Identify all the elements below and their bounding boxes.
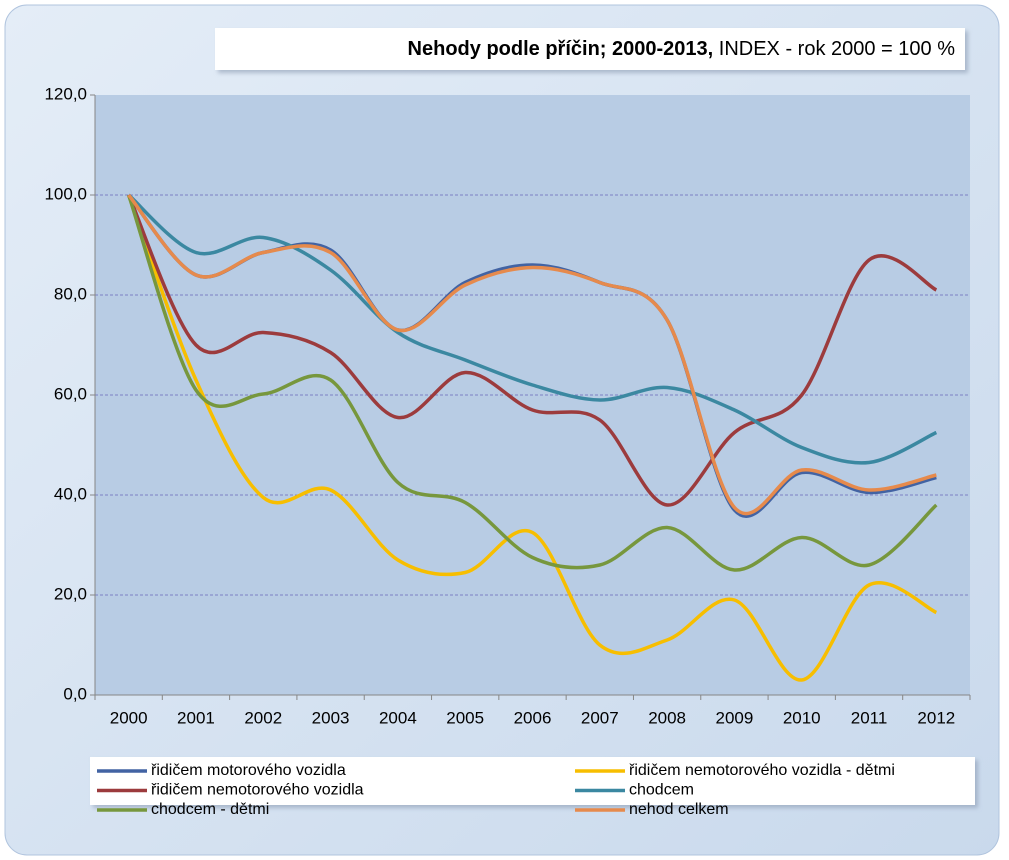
x-tick-label: 2001 <box>177 708 215 727</box>
x-tick-label: 2005 <box>446 708 484 727</box>
series-line <box>127 194 938 507</box>
series-line <box>127 194 938 682</box>
x-tick-label: 2009 <box>716 708 754 727</box>
x-tick-label: 2000 <box>110 708 148 727</box>
title-bold: Nehody podle příčin; 2000-2013, <box>408 38 714 60</box>
legend-label: chodcem <box>629 782 694 799</box>
x-tick-label: 2007 <box>581 708 619 727</box>
title: Nehody podle příčin; 2000-2013, INDEX - … <box>408 38 956 60</box>
y-tick-label: 40,0 <box>54 484 87 503</box>
subtitle: INDEX - rok 2000 = 100 % <box>719 38 955 60</box>
series-line <box>127 193 937 516</box>
series-line <box>126 194 938 572</box>
x-tick-label: 2012 <box>917 708 955 727</box>
y-tick-label: 100,0 <box>44 184 87 203</box>
legend-label: řidičem nemotorového vozidla - dětmi <box>629 762 895 779</box>
y-tick-label: 80,0 <box>54 284 87 303</box>
y-tick-label: 20,0 <box>54 584 87 603</box>
title-box <box>215 28 965 70</box>
x-tick-label: 2004 <box>379 708 417 727</box>
legend-label: řidičem nemotorového vozidla <box>151 782 364 799</box>
legend-label: řidičem motorového vozidla <box>151 762 346 779</box>
series-line <box>127 193 938 465</box>
x-tick-label: 2002 <box>244 708 282 727</box>
x-tick-label: 2003 <box>312 708 350 727</box>
y-tick-label: 60,0 <box>54 384 87 403</box>
y-tick-label: 0,0 <box>63 684 87 703</box>
legend-label: nehod celkem <box>629 801 729 818</box>
y-tick-label: 120,0 <box>44 84 87 103</box>
x-tick-label: 2008 <box>648 708 686 727</box>
x-tick-label: 2011 <box>851 708 888 727</box>
x-tick-label: 2010 <box>783 708 821 727</box>
legend-box <box>90 757 975 805</box>
legend-label: chodcem - dětmi <box>151 801 269 818</box>
x-tick-label: 2006 <box>514 708 552 727</box>
